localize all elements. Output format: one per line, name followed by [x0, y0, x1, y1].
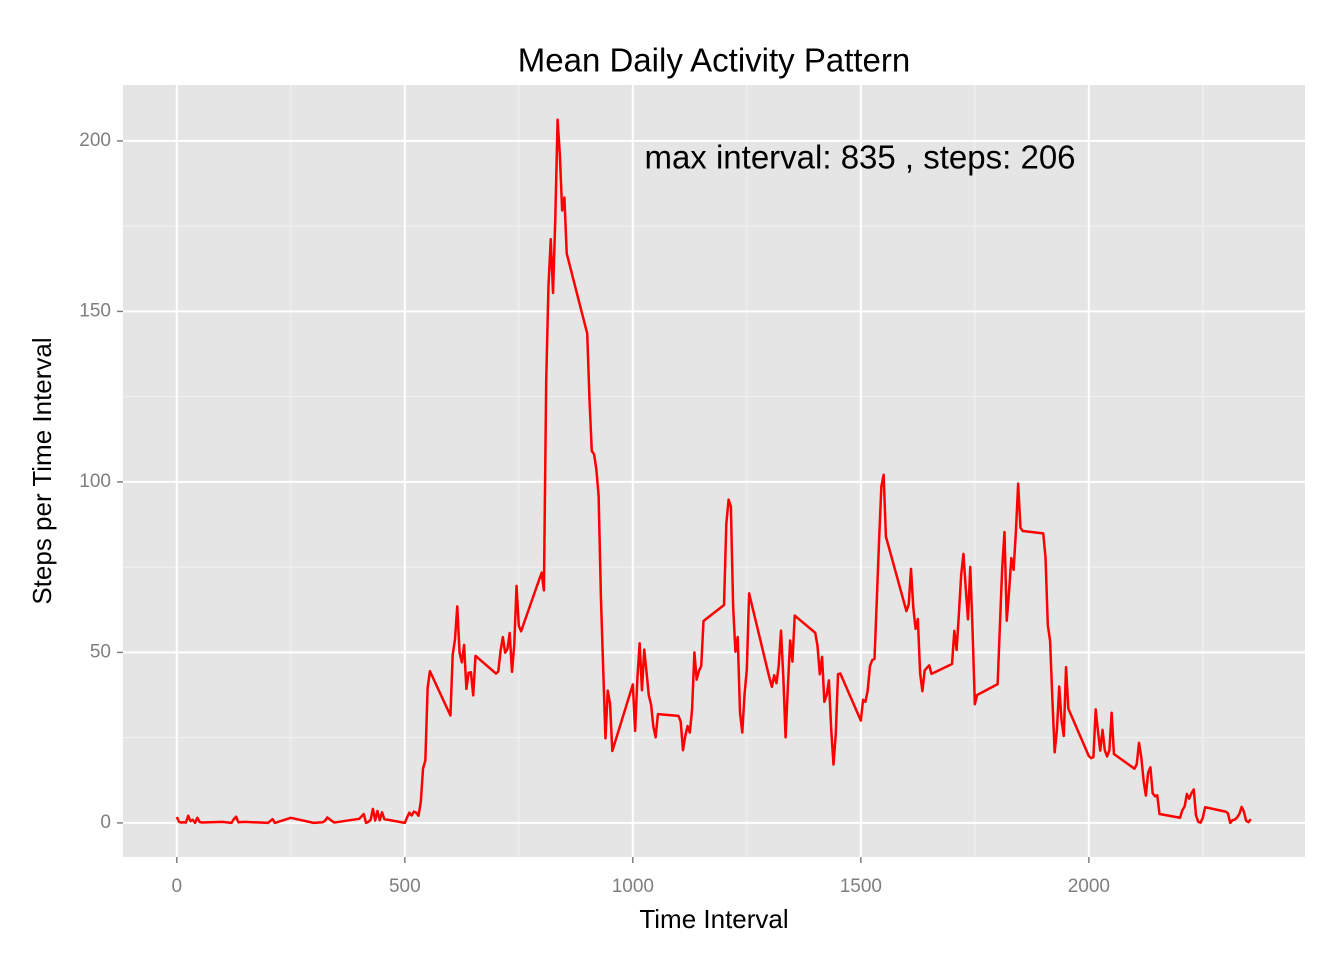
x-tick-label: 1500 — [840, 876, 882, 897]
y-tick-label: 100 — [79, 471, 111, 492]
x-tick-label: 2000 — [1068, 876, 1110, 897]
annotation: max interval: 835 , steps: 206 — [644, 139, 1075, 176]
y-tick-label: 150 — [79, 300, 111, 321]
y-axis-title: Steps per Time Interval — [27, 337, 57, 604]
y-tick-label: 200 — [79, 130, 111, 151]
x-tick-label: 0 — [172, 876, 183, 897]
y-tick-label: 0 — [100, 812, 111, 833]
x-axis-title: Time Interval — [639, 904, 788, 934]
plot-panel — [123, 85, 1305, 857]
grid — [123, 85, 1305, 857]
chart-title: Mean Daily Activity Pattern — [518, 42, 911, 79]
y-tick-label: 50 — [90, 641, 111, 662]
marks — [175, 118, 1252, 825]
x-tick-label: 500 — [389, 876, 421, 897]
data-line — [175, 118, 1252, 825]
x-tick-label: 1000 — [612, 876, 654, 897]
